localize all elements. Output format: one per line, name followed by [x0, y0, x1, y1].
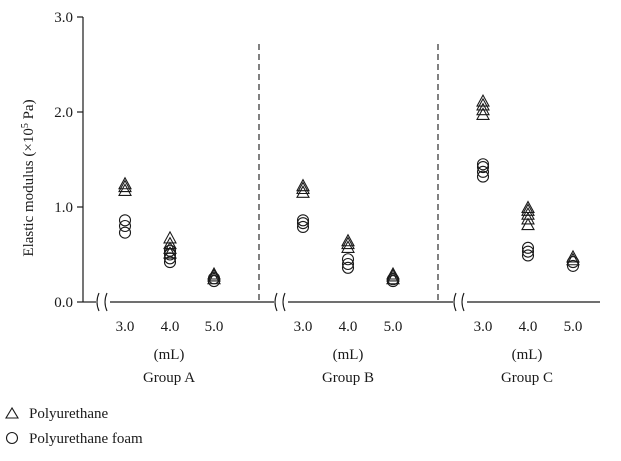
circle-point: [163, 248, 177, 261]
axis-break-mark: [104, 292, 108, 312]
group-separators: [258, 44, 439, 302]
y-axis-label: Elastic modulus (×105 Pa): [20, 99, 38, 256]
circle-point: [386, 273, 400, 286]
axis-break-mark: [96, 292, 100, 312]
circle-point: [476, 161, 490, 174]
triangle-point: [521, 203, 535, 216]
triangle-point: [207, 268, 221, 282]
x-tick-label: 5.0: [564, 319, 583, 335]
y-tick-label: 3.0: [54, 10, 73, 26]
x-tick-label: 5.0: [384, 319, 403, 335]
axis-labels: 3.0 4.0 5.0 (mL) Group A 3.0 4.0 5.0 (mL) Group B…: [116, 319, 583, 386]
triangle-point: [521, 211, 535, 225]
triangle-point: [163, 245, 177, 259]
x-tick-label: 4.0: [519, 319, 538, 335]
circle-point: [476, 165, 490, 178]
circle-point: [566, 259, 580, 272]
legend: Polyurethane Polyurethane foam: [5, 406, 143, 447]
x-unit-label: (mL): [154, 347, 185, 363]
triangle-point: [521, 200, 535, 214]
x-tick-label: 5.0: [205, 319, 224, 335]
y-tick-label: 1.0: [54, 200, 73, 216]
circle-point: [296, 214, 310, 227]
group-label: Group C: [501, 370, 553, 386]
group-label: Group A: [143, 370, 195, 386]
triangle-point: [476, 97, 490, 111]
circle-point: [118, 226, 132, 239]
triangle-point: [476, 107, 490, 120]
legend-label: Polyurethane: [29, 406, 108, 422]
circle-point: [521, 241, 535, 254]
circle-point: [521, 245, 535, 258]
axis-break-mark: [461, 292, 465, 312]
axes: 0.0 1.0 2.0 3.0: [54, 10, 600, 312]
triangle-point: [386, 266, 400, 280]
circle-point: [341, 253, 355, 266]
triangle-point: [296, 178, 310, 192]
x-tick-label: 3.0: [294, 319, 313, 335]
triangle-point: [118, 176, 132, 190]
circle-point: [163, 252, 177, 265]
circle-point: [521, 249, 535, 262]
triangle-point: [386, 271, 400, 285]
legend-triangle-icon: [5, 406, 19, 419]
triangle-point: [341, 236, 355, 250]
x-unit-label: (mL): [333, 347, 364, 363]
triangle-point: [521, 207, 535, 220]
y-axis-label-unit: Pa): [21, 99, 37, 123]
axis-break-mark: [453, 292, 457, 312]
triangle-point: [341, 240, 355, 253]
x-tick-label: 4.0: [161, 319, 180, 335]
triangle-point: [118, 179, 132, 193]
group-label: Group B: [322, 370, 374, 386]
circle-point: [476, 158, 490, 171]
legend-label: Polyurethane foam: [29, 431, 143, 447]
circle-point: [296, 220, 310, 233]
circle-point: [118, 214, 132, 227]
x-tick-label: 4.0: [339, 319, 358, 335]
triangle-point: [296, 181, 310, 195]
circle-point: [476, 170, 490, 183]
axis-break-mark: [274, 292, 278, 312]
triangle-point: [476, 93, 490, 107]
y-tick-label: 2.0: [54, 105, 73, 121]
triangle-point: [341, 233, 355, 247]
triangle-point: [476, 102, 490, 116]
circle-point: [566, 256, 580, 269]
triangle-point: [386, 268, 400, 282]
legend-circle-icon: [5, 431, 19, 445]
data-points: [118, 93, 580, 288]
triangle-point: [566, 252, 580, 266]
triangle-point: [296, 185, 310, 198]
circle-point: [163, 244, 177, 257]
triangle-point: [163, 241, 177, 254]
axis-break-mark: [282, 292, 286, 312]
triangle-point: [163, 230, 177, 244]
x-tick-label: 3.0: [474, 319, 493, 335]
circle-point: [341, 257, 355, 271]
y-axis-label-main: Elastic modulus (×10: [21, 128, 37, 256]
y-tick-label: 0.0: [54, 295, 73, 311]
x-unit-label: (mL): [512, 347, 543, 363]
circle-point: [207, 272, 221, 285]
triangle-point: [118, 183, 132, 196]
circle-point: [341, 261, 355, 274]
x-tick-label: 3.0: [116, 319, 135, 335]
triangle-point: [566, 249, 580, 263]
circle-point: [118, 219, 132, 233]
y-axis-label-superscript: 5: [20, 123, 31, 128]
circle-point: [207, 275, 221, 288]
circle-point: [296, 217, 310, 230]
